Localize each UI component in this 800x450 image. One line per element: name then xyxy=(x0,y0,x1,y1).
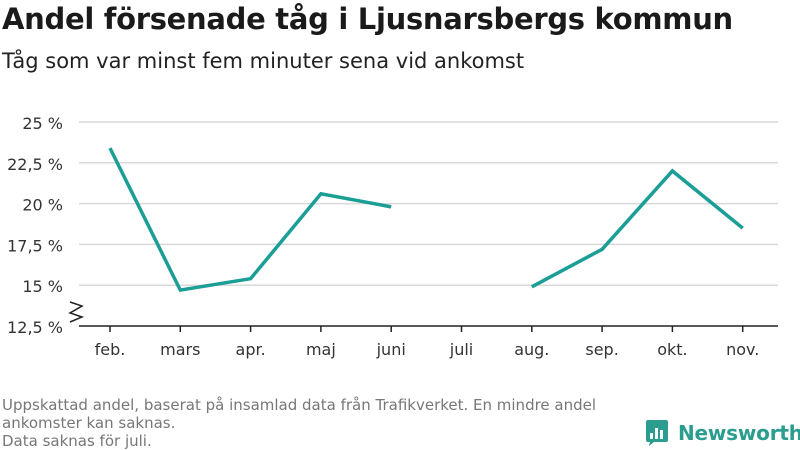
y-tick-label: 22,5 % xyxy=(7,155,63,174)
x-tick-label: juli xyxy=(449,340,473,359)
series-line xyxy=(108,147,392,293)
x-tick-label: aug. xyxy=(514,340,549,359)
x-tick-label: juni xyxy=(376,340,406,359)
brand-name: Newsworthy xyxy=(678,421,800,445)
y-tick-label: 25 % xyxy=(22,114,63,133)
footnote-line-3: Data saknas för juli. xyxy=(2,432,152,450)
chart-footnote: Uppskattad andel, baserat på insamlad da… xyxy=(2,396,642,450)
line-chart: 12,5 % 15 % 17,5 % 20 % 22,5 % 25 % feb. mars ap… xyxy=(7,114,778,359)
axis-break-marker xyxy=(68,301,85,323)
x-tick-label: okt. xyxy=(657,340,687,359)
y-tick-label: 15 % xyxy=(22,277,63,296)
y-tick-label: 17,5 % xyxy=(7,236,63,255)
newsworthy-logo-icon xyxy=(646,420,668,446)
footnote-line-2: ankomster kan saknas. xyxy=(2,414,176,432)
x-tick-label: maj xyxy=(306,340,336,359)
series-line xyxy=(530,168,744,289)
x-tick-label: apr. xyxy=(236,340,266,359)
x-tick-label: nov. xyxy=(726,340,759,359)
y-tick-label: 12,5 % xyxy=(7,318,63,337)
brand-logo: Newsworthy xyxy=(645,419,800,447)
footnote-line-1: Uppskattad andel, baserat på insamlad da… xyxy=(2,396,597,414)
chart-title: Andel försenade tåg i Ljusnarsbergs komm… xyxy=(2,2,733,36)
y-tick-label: 20 % xyxy=(22,196,63,215)
chart-subtitle: Tåg som var minst fem minuter sena vid a… xyxy=(2,49,525,73)
x-tick-label: mars xyxy=(160,340,200,359)
x-tick-label: feb. xyxy=(95,340,126,359)
x-tick-label: sep. xyxy=(585,340,618,359)
